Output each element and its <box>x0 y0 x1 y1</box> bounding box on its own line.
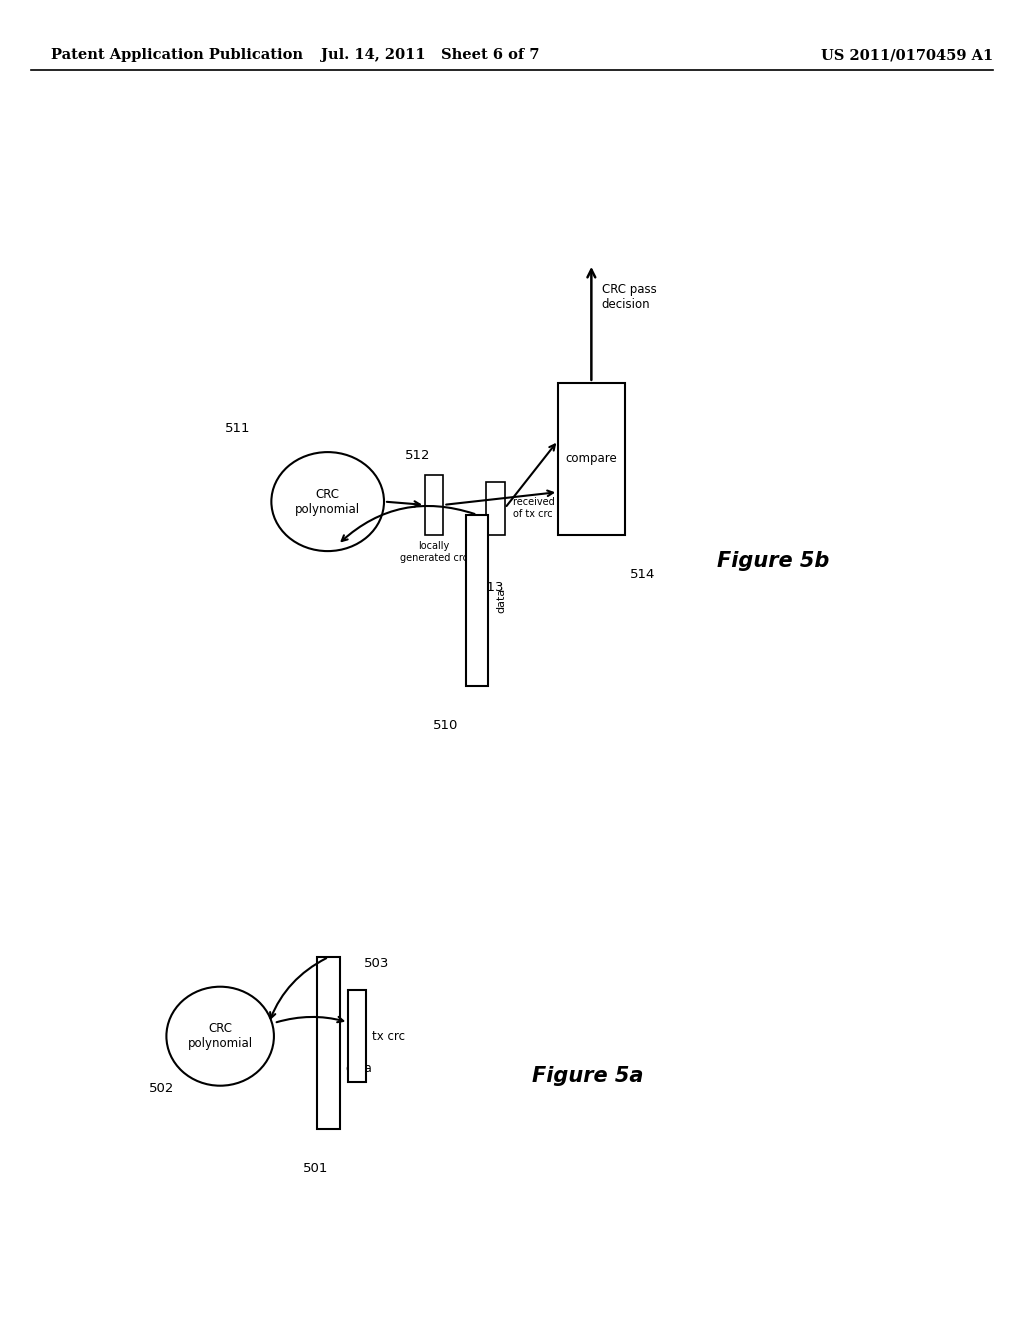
Text: CRC pass
decision: CRC pass decision <box>602 282 656 312</box>
Text: tx crc: tx crc <box>372 1030 404 1043</box>
Ellipse shape <box>166 987 274 1085</box>
Text: Patent Application Publication: Patent Application Publication <box>51 49 303 62</box>
Text: 502: 502 <box>148 1082 174 1096</box>
Text: Figure 5a: Figure 5a <box>532 1065 644 1086</box>
Text: 501: 501 <box>303 1162 328 1175</box>
Bar <box>486 482 505 535</box>
Text: Jul. 14, 2011   Sheet 6 of 7: Jul. 14, 2011 Sheet 6 of 7 <box>321 49 540 62</box>
Text: received copy
of tx crc: received copy of tx crc <box>513 498 582 519</box>
Text: CRC
polynomial: CRC polynomial <box>187 1022 253 1051</box>
Text: 512: 512 <box>404 449 430 462</box>
Bar <box>317 957 340 1129</box>
Bar <box>348 990 366 1082</box>
Text: locally
generated crc: locally generated crc <box>400 541 468 562</box>
Bar <box>558 383 625 535</box>
Text: 513: 513 <box>479 581 505 594</box>
Text: 510: 510 <box>433 719 458 733</box>
Text: Figure 5b: Figure 5b <box>717 550 829 572</box>
Bar <box>425 475 443 535</box>
Text: CRC
polynomial: CRC polynomial <box>295 487 360 516</box>
Text: 514: 514 <box>630 568 655 581</box>
Text: US 2011/0170459 A1: US 2011/0170459 A1 <box>821 49 993 62</box>
Bar <box>466 515 488 686</box>
Text: 511: 511 <box>225 422 251 436</box>
Text: compare: compare <box>565 453 617 465</box>
Text: data: data <box>497 587 507 614</box>
Text: 503: 503 <box>364 957 389 970</box>
Text: data: data <box>345 1063 372 1074</box>
Ellipse shape <box>271 451 384 552</box>
